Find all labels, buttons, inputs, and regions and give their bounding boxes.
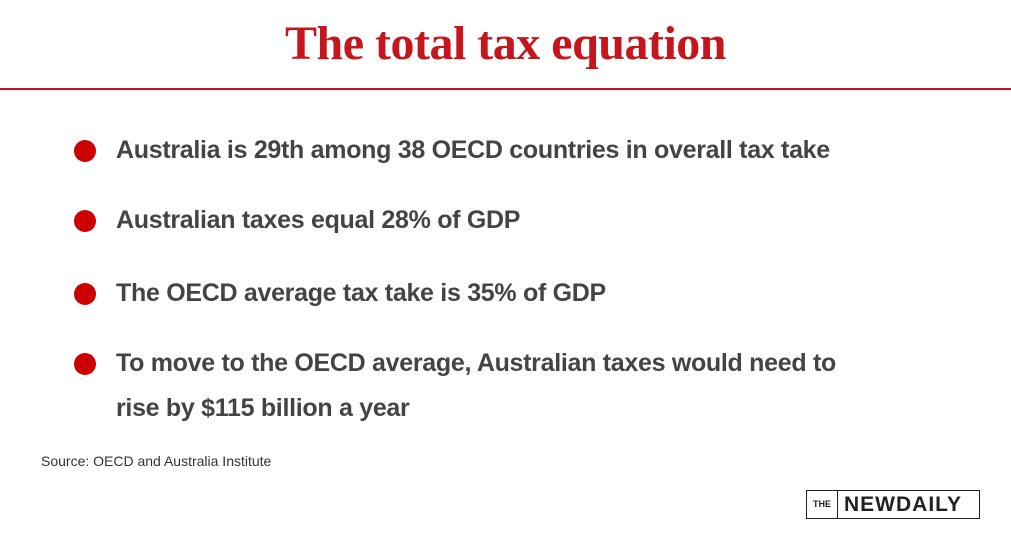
logo-the: THE: [807, 491, 838, 518]
bullet-dot: [74, 283, 96, 305]
bullet-dot: [74, 353, 96, 375]
bullet-text: Australia is 29th among 38 OECD countrie…: [116, 136, 830, 164]
logo-name: NEWDAILY: [844, 492, 963, 516]
bullet-text: The OECD average tax take is 35% of GDP: [116, 279, 606, 307]
bullet-text: To move to the OECD average, Australian …: [116, 349, 836, 422]
title: The total tax equation: [284, 17, 727, 70]
title-rule: [0, 88, 1011, 90]
bullet-text: Australian taxes equal 28% of GDP: [116, 206, 521, 234]
bullet-dot: [74, 210, 96, 232]
bullet-dot: [74, 140, 96, 162]
logo: THE NEWDAILY: [806, 490, 980, 519]
source-note: Source: OECD and Australia Institute: [41, 453, 272, 469]
